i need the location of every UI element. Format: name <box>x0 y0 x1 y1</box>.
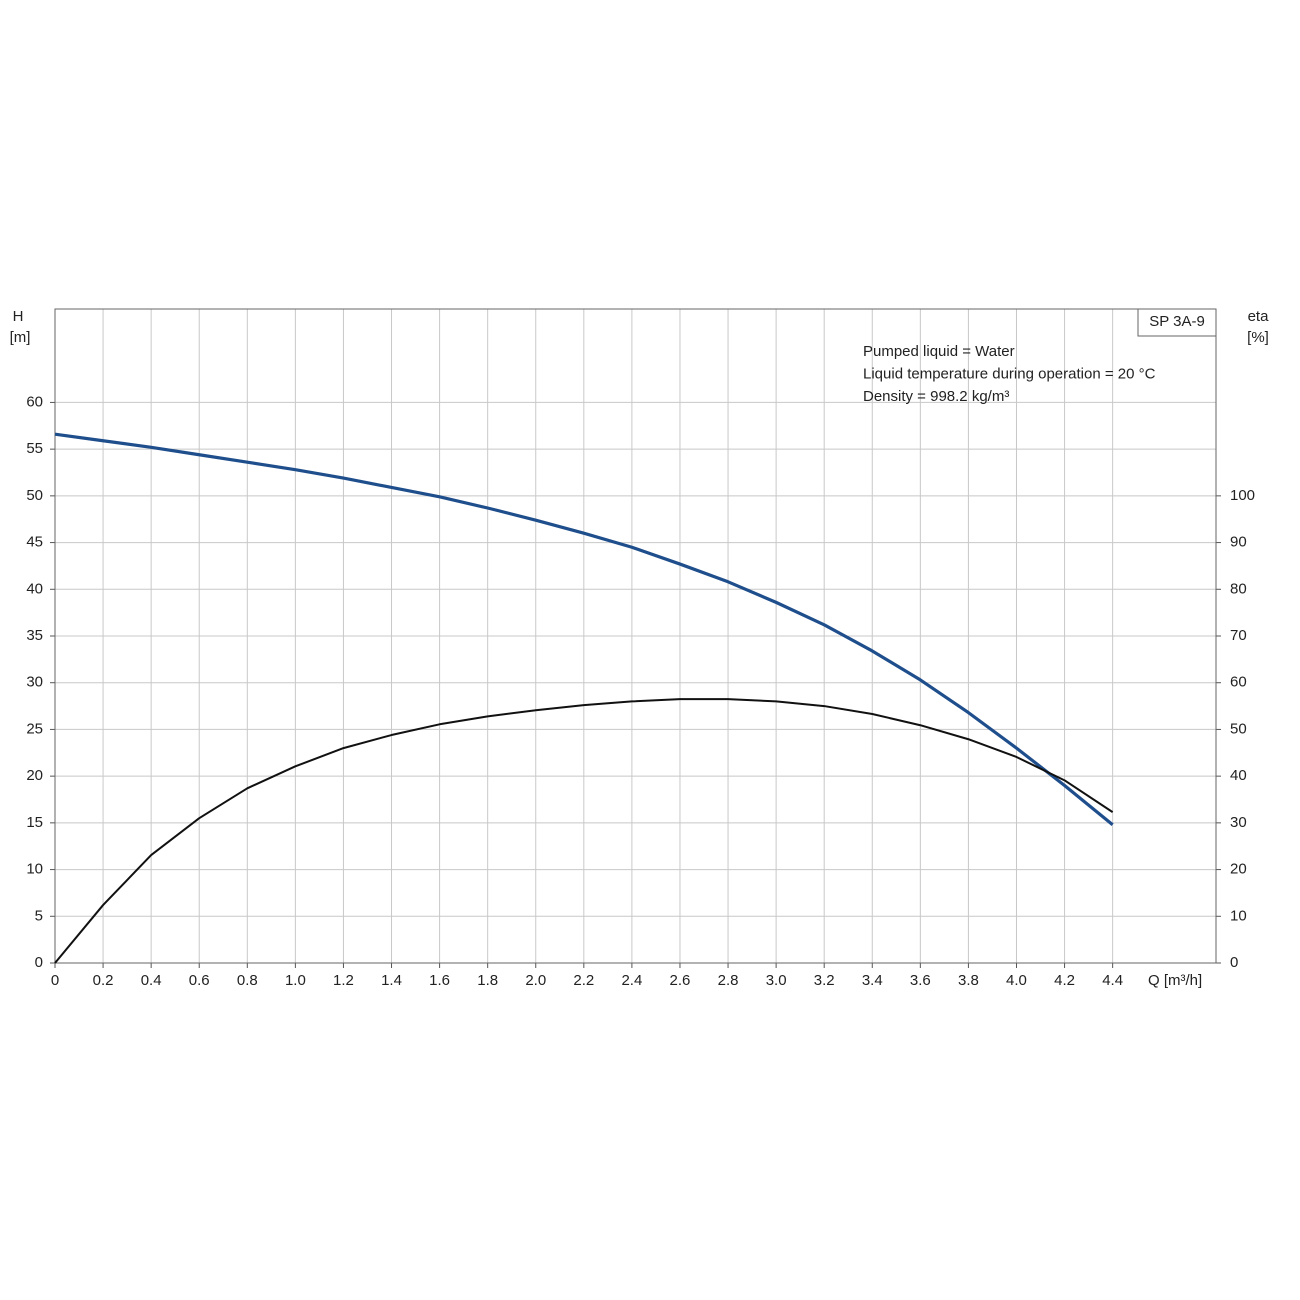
y-tick-label: 40 <box>26 580 43 597</box>
x-tick-label: 3.4 <box>862 972 883 989</box>
x-tick-label: 1.2 <box>333 972 354 989</box>
annotation: Pumped liquid = Water <box>863 343 1015 360</box>
x-tick-label: 3.0 <box>766 972 787 989</box>
y2-tick-label: 90 <box>1230 534 1247 551</box>
y2-tick-label: 70 <box>1230 627 1247 644</box>
x-tick-label: 3.8 <box>958 972 979 989</box>
x-tick-label: 1.6 <box>429 972 450 989</box>
chart-title: SP 3A-9 <box>1149 313 1205 330</box>
x-tick-label: 2.4 <box>621 972 642 989</box>
x-tick-label: 0.4 <box>141 972 162 989</box>
plot-frame <box>54 308 1217 964</box>
y2-tick-label: 0 <box>1230 954 1238 971</box>
y-tick-label: 30 <box>26 674 43 691</box>
x-label: Q [m³/h] <box>1148 972 1202 989</box>
y2-tick-label: 40 <box>1230 767 1247 784</box>
x-tick-label: 0.6 <box>189 972 210 989</box>
y-tick-label: 60 <box>26 393 43 410</box>
y-tick-label: 20 <box>26 767 43 784</box>
y2-tick-label: 20 <box>1230 861 1247 878</box>
x-tick-label: 1.0 <box>285 972 306 989</box>
series-line <box>54 698 1114 964</box>
y-tick-label: 0 <box>35 954 43 971</box>
y2-tick-label: 10 <box>1230 907 1247 924</box>
x-tick-label: 2.8 <box>718 972 739 989</box>
y2-tick-label: 60 <box>1230 674 1247 691</box>
y-unit: [m] <box>10 329 31 346</box>
x-tick-label: 3.6 <box>910 972 931 989</box>
y2-unit: [%] <box>1247 329 1269 346</box>
annotation: Liquid temperature during operation = 20… <box>863 365 1156 382</box>
x-tick-label: 4.4 <box>1102 972 1123 989</box>
y-tick-label: 55 <box>26 440 43 457</box>
x-tick-label: 4.2 <box>1054 972 1075 989</box>
x-tick-label: 0 <box>51 972 59 989</box>
x-tick-label: 1.4 <box>381 972 402 989</box>
series-line <box>54 432 1114 826</box>
annotation: Density = 998.2 kg/m³ <box>863 388 1009 405</box>
x-tick-label: 4.0 <box>1006 972 1027 989</box>
y-label: H <box>13 308 24 325</box>
x-tick-label: 2.6 <box>670 972 691 989</box>
y-tick-label: 15 <box>26 814 43 831</box>
x-tick-label: 3.2 <box>814 972 835 989</box>
x-tick-label: 0.8 <box>237 972 258 989</box>
y-tick-label: 35 <box>26 627 43 644</box>
y2-tick-label: 80 <box>1230 580 1247 597</box>
y2-tick-label: 30 <box>1230 814 1247 831</box>
y2-tick-label: 100 <box>1230 487 1255 504</box>
y-tick-label: 5 <box>35 907 43 924</box>
x-tick-label: 0.2 <box>93 972 114 989</box>
x-tick-label: 2.0 <box>525 972 546 989</box>
y-tick-label: 10 <box>26 861 43 878</box>
x-tick-label: 1.8 <box>477 972 498 989</box>
y2-tick-label: 50 <box>1230 720 1247 737</box>
y-tick-label: 45 <box>26 534 43 551</box>
y-tick-label: 50 <box>26 487 43 504</box>
y2-label: eta <box>1248 308 1270 325</box>
title-box <box>1137 308 1217 337</box>
y-tick-label: 25 <box>26 720 43 737</box>
x-tick-label: 2.2 <box>573 972 594 989</box>
